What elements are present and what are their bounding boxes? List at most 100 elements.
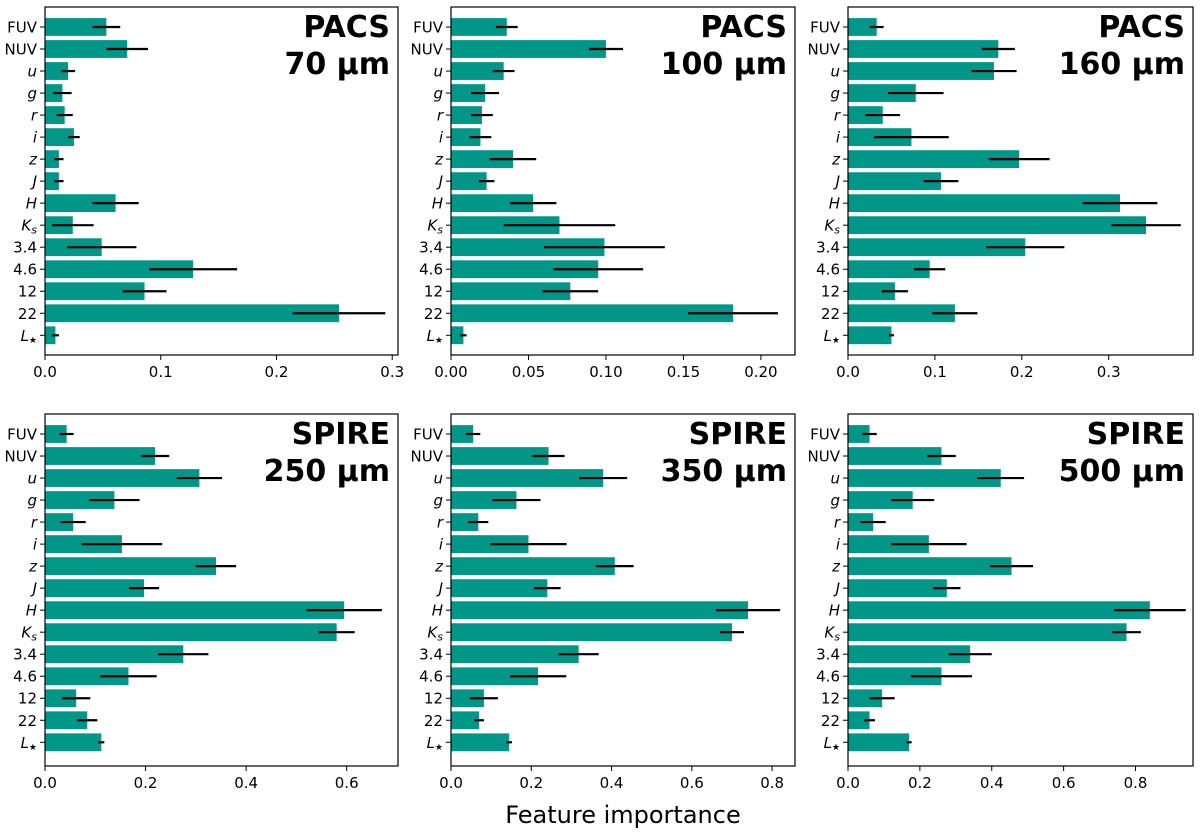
x-tick-label: 0.2 bbox=[519, 774, 543, 792]
x-tick-label: 0.8 bbox=[1124, 774, 1148, 792]
category-label: i bbox=[33, 129, 38, 147]
x-tick-label: 0.05 bbox=[512, 363, 545, 381]
bar-12 bbox=[848, 282, 895, 301]
category-label: r bbox=[834, 107, 841, 125]
bar-g bbox=[45, 491, 115, 509]
x-tick-label: 0.2 bbox=[908, 774, 932, 792]
axes-frame bbox=[44, 6, 399, 356]
axes-frame bbox=[847, 413, 1194, 767]
category-label: z bbox=[28, 558, 38, 576]
category-label: 12 bbox=[18, 690, 37, 708]
category-label: FUV bbox=[413, 426, 444, 444]
category-label: J bbox=[833, 580, 840, 598]
bar-r bbox=[451, 513, 479, 531]
bar-i bbox=[848, 535, 929, 553]
category-label: 12 bbox=[424, 690, 443, 708]
category-label: r bbox=[437, 514, 444, 532]
category-label: 4.6 bbox=[13, 668, 37, 686]
bar-z bbox=[451, 557, 615, 576]
x-tick-label: 0.15 bbox=[667, 363, 700, 381]
bar-fuv bbox=[45, 425, 67, 443]
panel-title-instrument: SPIRE bbox=[689, 417, 787, 452]
panel-title-instrument: SPIRE bbox=[1087, 417, 1185, 452]
x-tick-label: 0.2 bbox=[1010, 363, 1034, 381]
category-label: 22 bbox=[424, 712, 443, 730]
bar-j bbox=[45, 172, 59, 191]
category-label: u bbox=[27, 63, 37, 81]
bar-lstar bbox=[451, 326, 464, 345]
category-label: 3.4 bbox=[816, 239, 840, 257]
category-label: J bbox=[436, 580, 443, 598]
category-label: FUV bbox=[7, 19, 38, 37]
bar-nuv bbox=[45, 447, 156, 465]
x-tick-label: 0.4 bbox=[600, 774, 624, 792]
category-label: r bbox=[437, 107, 444, 125]
panel-title-wavelength: 100 µm bbox=[661, 47, 787, 82]
bar-3-4 bbox=[848, 645, 971, 664]
bar-i bbox=[451, 128, 481, 146]
category-label: 22 bbox=[821, 305, 840, 323]
category-label: u bbox=[433, 470, 443, 488]
category-label: H bbox=[829, 195, 840, 213]
bar-ks bbox=[451, 623, 732, 642]
bar-r bbox=[848, 513, 874, 531]
axes-frame bbox=[450, 6, 796, 356]
category-label: J bbox=[30, 580, 37, 598]
bar-z bbox=[848, 150, 1020, 169]
bar-nuv bbox=[451, 40, 606, 58]
category-label: L★ bbox=[824, 327, 840, 346]
bar-3-4 bbox=[451, 238, 605, 257]
category-label: 22 bbox=[18, 305, 37, 323]
bar-nuv bbox=[45, 40, 128, 58]
category-label: L★ bbox=[427, 734, 443, 753]
bar-nuv bbox=[848, 447, 942, 465]
bar-3-4 bbox=[451, 645, 579, 664]
category-label: Ks bbox=[427, 624, 443, 644]
bar-u bbox=[848, 62, 994, 80]
bar-i bbox=[45, 128, 74, 146]
bar-i bbox=[451, 535, 529, 553]
bar-j bbox=[451, 172, 487, 191]
bar-z bbox=[45, 557, 216, 576]
bar-4-6 bbox=[848, 667, 942, 686]
x-tick-label: 0.2 bbox=[265, 363, 289, 381]
category-label: NUV bbox=[5, 448, 38, 466]
bar-lstar bbox=[451, 733, 510, 752]
bar-4-6 bbox=[451, 260, 599, 279]
bar-fuv bbox=[848, 18, 877, 36]
bar-lstar bbox=[45, 733, 102, 752]
category-label: 22 bbox=[424, 305, 443, 323]
bar-22 bbox=[45, 711, 88, 730]
panel-title-wavelength: 250 µm bbox=[264, 454, 390, 489]
category-label: 4.6 bbox=[419, 261, 443, 279]
bar-3-4 bbox=[45, 645, 184, 664]
bar-lstar bbox=[848, 326, 892, 345]
category-label: u bbox=[830, 63, 840, 81]
category-label: J bbox=[30, 173, 37, 191]
bar-r bbox=[45, 106, 65, 124]
category-label: H bbox=[26, 195, 37, 213]
category-label: g bbox=[27, 492, 37, 510]
panel-title-wavelength: 70 µm bbox=[284, 47, 390, 82]
category-label: H bbox=[432, 602, 443, 620]
category-label: u bbox=[433, 63, 443, 81]
panel-title-wavelength: 160 µm bbox=[1059, 47, 1185, 82]
category-label: FUV bbox=[413, 19, 444, 37]
category-label: 22 bbox=[18, 712, 37, 730]
bar-r bbox=[45, 513, 74, 531]
bar-4-6 bbox=[45, 667, 129, 686]
bar-u bbox=[45, 469, 200, 487]
panel-title-wavelength: 500 µm bbox=[1059, 454, 1185, 489]
category-label: L★ bbox=[824, 734, 840, 753]
category-label: L★ bbox=[21, 734, 37, 753]
category-label: r bbox=[31, 514, 38, 532]
bar-12 bbox=[451, 689, 484, 708]
x-tick-label: 0.6 bbox=[335, 774, 359, 792]
x-tick-label: 0.3 bbox=[1097, 363, 1121, 381]
x-tick-label: 0.8 bbox=[760, 774, 784, 792]
bar-z bbox=[45, 150, 59, 169]
